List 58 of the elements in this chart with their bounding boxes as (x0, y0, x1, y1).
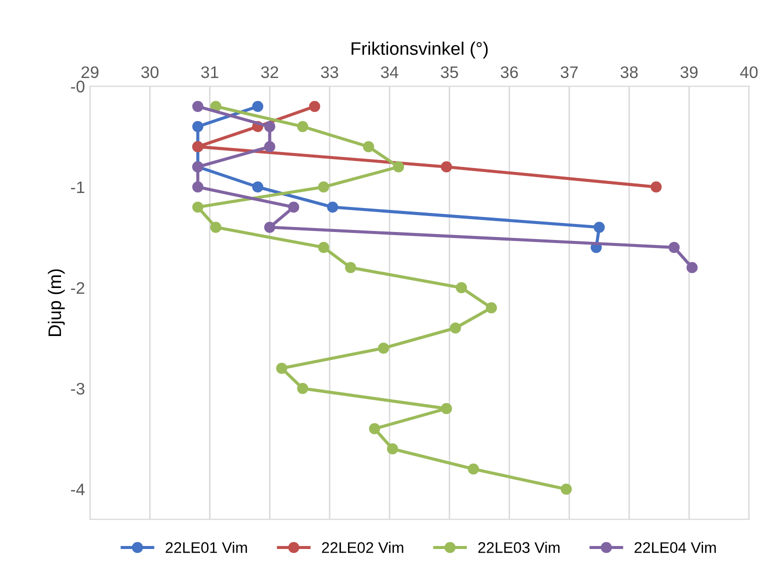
point (327, 202, 338, 213)
point (440, 161, 452, 172)
x-tick-label: 33 (320, 66, 338, 78)
point (318, 242, 330, 253)
point (486, 302, 497, 314)
point (456, 282, 467, 294)
x-tick-label: 35 (440, 66, 458, 78)
point (297, 121, 308, 132)
point (192, 121, 204, 132)
x-tick-label: 38 (620, 66, 638, 78)
x-tick-label: 40 (740, 66, 758, 78)
point (276, 362, 288, 374)
x-tick-label: 36 (500, 66, 518, 78)
point (345, 262, 356, 274)
point (686, 262, 698, 274)
y-tick-label: -3 (71, 382, 84, 395)
y-tick-label: -4 (71, 484, 85, 496)
x-tick-label: 30 (141, 66, 159, 78)
point (192, 181, 204, 193)
x-tick-label: 32 (261, 66, 278, 78)
legend-label: 22LE04 Vim (634, 542, 716, 553)
point (440, 403, 452, 414)
point (560, 484, 572, 495)
point (192, 100, 204, 112)
legend-label: 22LE02 Vim (322, 542, 404, 553)
point (210, 222, 222, 233)
point (450, 322, 461, 334)
point (318, 181, 330, 193)
y-tick-label: -1 (71, 182, 84, 194)
point (378, 342, 390, 354)
x-tick-label: 37 (560, 66, 578, 78)
x-tick-label: 29 (82, 66, 98, 78)
point (392, 161, 404, 172)
y-axis-title: Djup (m) (48, 269, 65, 336)
x-tick-label: 31 (201, 66, 218, 78)
point (468, 463, 479, 475)
point (264, 121, 276, 132)
point (668, 242, 680, 253)
point (252, 100, 264, 112)
x-tick-label: 34 (380, 66, 398, 78)
point (594, 222, 605, 233)
point (369, 423, 380, 434)
point (264, 222, 276, 233)
y-tick-label: -2 (71, 282, 84, 294)
point (288, 202, 300, 213)
point (309, 100, 320, 112)
x-tick-label: 39 (680, 66, 698, 78)
point (386, 443, 398, 454)
point (252, 181, 264, 193)
point (192, 202, 204, 213)
point (363, 141, 374, 152)
x-axis-title: Friktionsvinkel (°) (352, 42, 488, 58)
point (297, 382, 308, 394)
y-tick-label: -0 (71, 80, 84, 92)
legend-label: 22LE01 Vim (166, 542, 247, 553)
point (264, 141, 276, 152)
legend-label: 22LE03 Vim (478, 542, 560, 553)
point (650, 181, 662, 193)
